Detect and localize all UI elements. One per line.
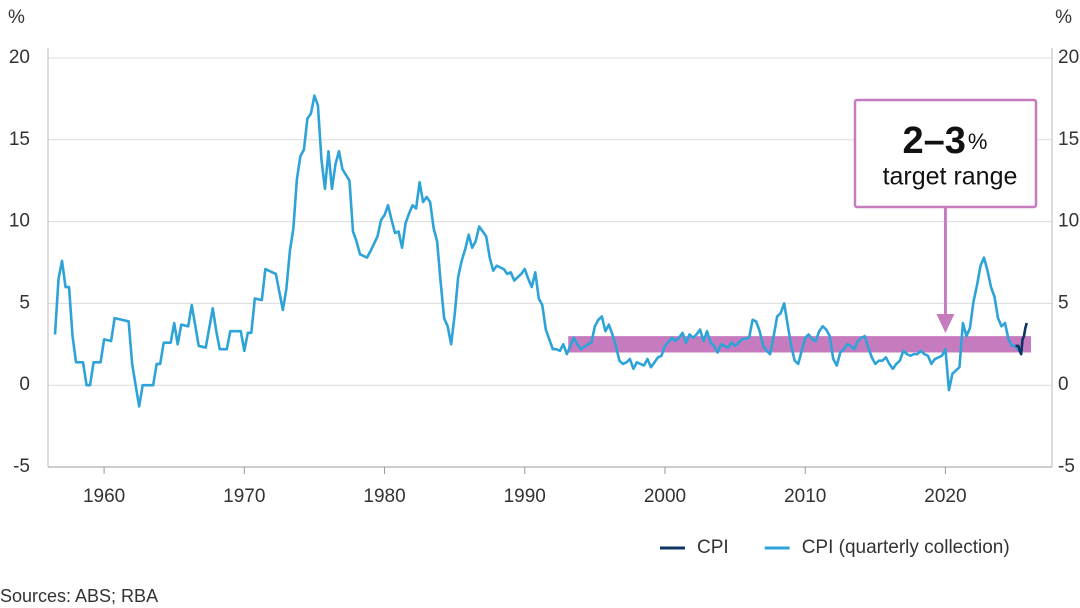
- y2-tick-label: 10: [1058, 211, 1079, 232]
- x-tick-label: 1980: [363, 486, 405, 507]
- series-line: [1015, 322, 1029, 356]
- annotation-big: 2–3: [903, 120, 966, 162]
- annotation-unit: %: [968, 129, 988, 154]
- y-tick-label: 15: [9, 129, 30, 150]
- x-tick-label: 1990: [504, 486, 546, 507]
- y2-tick-label: 15: [1058, 129, 1079, 150]
- annotation-text: target range: [883, 163, 1018, 191]
- y-tick-label: 10: [9, 211, 30, 232]
- x-tick-label: 1960: [83, 486, 125, 507]
- legend-label: CPI (quarterly collection): [802, 537, 1010, 558]
- y-unit-right: %: [1055, 7, 1072, 28]
- y2-tick-label: 5: [1058, 292, 1069, 313]
- annotation-value: 2–3%: [903, 120, 988, 162]
- x-tick-label: 2020: [924, 486, 966, 507]
- y2-tick-label: 0: [1058, 374, 1069, 395]
- x-tick-label: 1970: [223, 486, 265, 507]
- y-tick-label: 5: [19, 292, 30, 313]
- source: Sources: ABS; RBA: [0, 586, 158, 606]
- y-tick-label: 0: [19, 374, 30, 395]
- y-unit-left: %: [8, 7, 25, 28]
- series-line: [53, 94, 1023, 408]
- x-tick-label: 2010: [784, 486, 826, 507]
- y-tick-label: -5: [13, 456, 30, 477]
- y2-tick-label: -5: [1058, 456, 1075, 477]
- x-tick-label: 2000: [644, 486, 686, 507]
- annotation-arrowhead: [936, 314, 955, 333]
- y2-tick-label: 20: [1058, 47, 1079, 68]
- legend-label: CPI: [697, 537, 729, 558]
- annotation-box: [853, 98, 1038, 209]
- y-tick-label: 20: [9, 47, 30, 68]
